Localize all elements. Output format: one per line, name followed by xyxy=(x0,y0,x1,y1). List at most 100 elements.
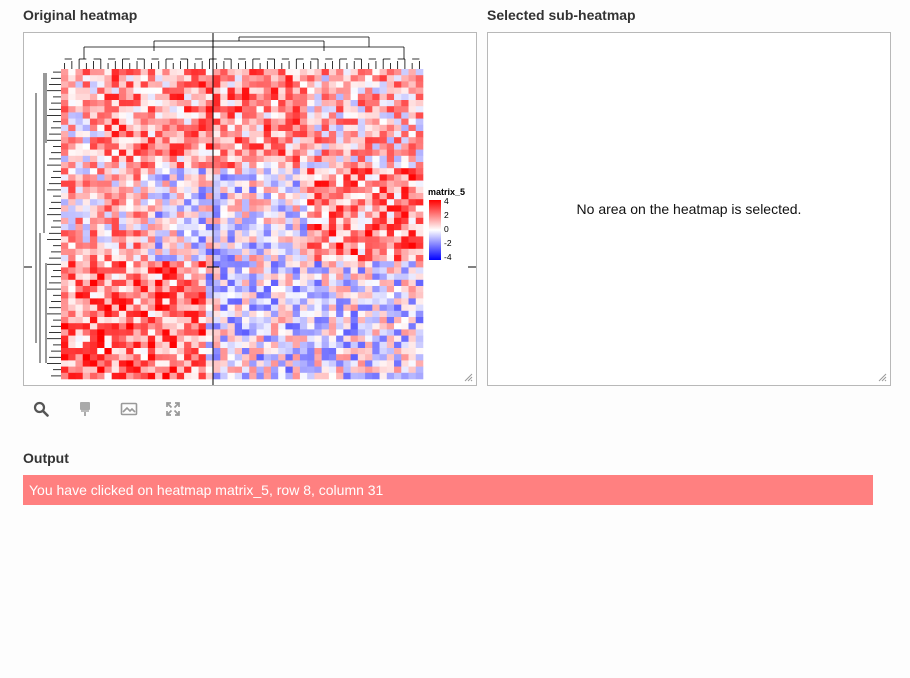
heatmap-cell xyxy=(256,93,265,101)
heatmap-cell xyxy=(89,323,98,330)
heatmap-cell xyxy=(278,261,286,268)
heatmap-cell xyxy=(285,230,293,237)
heatmap-cell xyxy=(336,329,344,336)
heatmap-cell xyxy=(205,323,214,330)
heatmap-cell xyxy=(162,298,170,305)
heatmap-cell xyxy=(61,168,69,175)
heatmap-cell xyxy=(242,286,250,293)
heatmap-cell xyxy=(162,304,170,312)
resize-handle-icon[interactable] xyxy=(464,373,473,382)
heatmap-cell xyxy=(220,174,228,181)
heatmap-cell xyxy=(162,75,170,82)
heatmap-cell xyxy=(162,267,170,274)
search-button[interactable] xyxy=(30,398,52,420)
heatmap-cell xyxy=(278,366,286,374)
heatmap-cell xyxy=(249,162,257,169)
heatmap-cell xyxy=(111,335,120,343)
heatmap-cell xyxy=(285,310,293,318)
heatmap-cell xyxy=(133,106,141,113)
heatmap-cell xyxy=(205,329,214,336)
heatmap-cell xyxy=(220,298,228,305)
heatmap-cell xyxy=(408,279,417,287)
heatmap-cell xyxy=(176,310,185,318)
resize-handle-icon[interactable] xyxy=(878,373,887,382)
save-image-button[interactable] xyxy=(118,398,140,420)
heatmap-cell xyxy=(328,174,337,181)
heatmap-cell xyxy=(147,230,156,237)
heatmap-cell xyxy=(89,217,98,225)
heatmap-cell xyxy=(118,335,127,343)
heatmap-cell xyxy=(415,279,424,287)
heatmap-cell xyxy=(328,273,337,281)
heatmap-cell xyxy=(299,273,308,281)
heatmap-cell xyxy=(213,137,221,144)
heatmap-cell xyxy=(133,348,141,355)
heatmap-cell xyxy=(343,93,351,101)
heatmap-cell xyxy=(336,255,344,262)
heatmap-cell xyxy=(415,199,424,206)
brush-button[interactable] xyxy=(74,398,96,420)
heatmap-cell xyxy=(227,81,236,88)
heatmap-cell xyxy=(68,87,76,95)
heatmap-cell xyxy=(61,75,69,82)
heatmap-cell xyxy=(292,168,301,175)
heatmap-cell xyxy=(415,162,424,169)
original-heatmap-panel[interactable]: matrix_5 4 2 0 -2 -4 xyxy=(23,32,477,386)
heatmap-cell xyxy=(307,186,315,194)
heatmap-cell xyxy=(314,186,322,194)
heatmap-cell xyxy=(133,137,141,144)
heatmap-cell xyxy=(386,149,395,157)
heatmap-cell xyxy=(61,81,69,88)
heatmap-cell xyxy=(365,310,373,318)
heatmap-cell xyxy=(147,273,156,281)
heatmap-cell xyxy=(242,292,250,299)
heatmap-cell xyxy=(278,341,286,349)
heatmap-cell xyxy=(350,354,359,361)
heatmap-cell xyxy=(343,217,351,225)
heatmap-cell xyxy=(350,242,359,250)
heatmap-cell xyxy=(162,224,170,231)
heatmap-cell xyxy=(205,143,214,150)
heatmap-cell xyxy=(343,69,351,76)
heatmap-cell xyxy=(68,124,76,132)
heatmap-cell xyxy=(82,354,91,361)
heatmap-cell xyxy=(118,255,127,262)
heatmap-cell xyxy=(256,137,265,144)
heatmap-cell xyxy=(191,168,199,175)
heatmap-cell xyxy=(61,279,69,287)
heatmap-canvas[interactable]: matrix_5 4 2 0 -2 -4 xyxy=(24,33,476,385)
heatmap-cell xyxy=(321,124,330,132)
heatmap-cell xyxy=(176,354,185,361)
heatmap-cell xyxy=(220,180,228,188)
heatmap-cell xyxy=(111,118,120,126)
heatmap-cell xyxy=(263,248,272,256)
heatmap-cell xyxy=(278,292,286,299)
heatmap-cell xyxy=(61,255,69,262)
heatmap-cell xyxy=(126,118,134,126)
heatmap-cell xyxy=(68,131,76,138)
legend-color-bar xyxy=(429,200,441,260)
heatmap-cell xyxy=(343,286,351,293)
heatmap-cell xyxy=(118,242,127,250)
heatmap-cell xyxy=(147,81,156,88)
heatmap-cell xyxy=(176,304,185,312)
heatmap-cell xyxy=(97,255,105,262)
heatmap-cell xyxy=(234,341,243,349)
heatmap-cell xyxy=(372,286,380,293)
heatmap-cell xyxy=(285,205,293,212)
heatmap-cell xyxy=(147,93,156,101)
expand-button[interactable] xyxy=(162,398,184,420)
heatmap-cell xyxy=(386,310,395,318)
heatmap-cell xyxy=(82,155,91,163)
heatmap-cell xyxy=(205,155,214,163)
heatmap-cell xyxy=(133,317,141,324)
heatmap-cell xyxy=(75,267,84,274)
heatmap-cell xyxy=(61,149,69,157)
heatmap-cell xyxy=(242,372,250,380)
heatmap-cell xyxy=(205,211,214,219)
heatmap-cell xyxy=(68,261,76,268)
heatmap-cell xyxy=(328,267,337,274)
heatmap-cell xyxy=(379,112,388,119)
heatmap-cell xyxy=(314,335,322,343)
heatmap-cell xyxy=(328,261,337,268)
